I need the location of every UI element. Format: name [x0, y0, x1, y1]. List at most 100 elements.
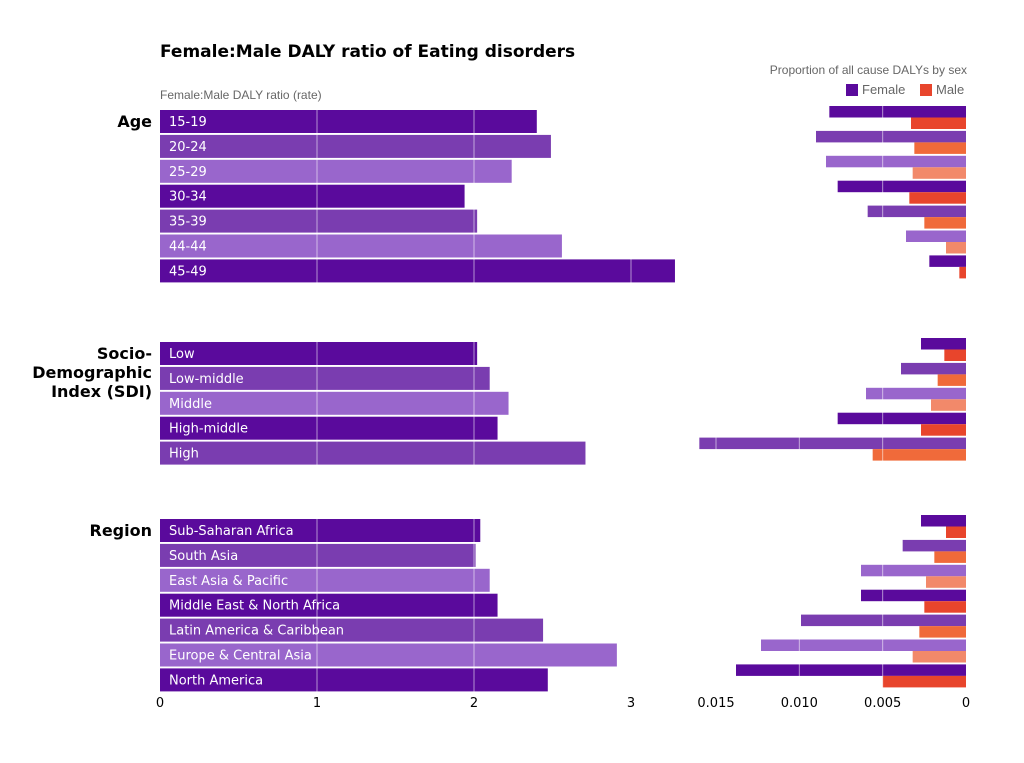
ratio-bar [160, 391, 509, 415]
female-proportion-bar [901, 362, 966, 375]
right-tick-label: 0.005 [864, 696, 901, 711]
female-proportion-bar [902, 539, 966, 552]
group-label-line: Index (SDI) [51, 382, 152, 401]
male-proportion-bar [937, 374, 966, 386]
female-proportion-bar [837, 412, 966, 425]
male-proportion-bar [919, 626, 966, 638]
male-proportion-bar [882, 675, 966, 688]
bar-category-label: Latin America & Caribbean [169, 624, 344, 639]
ratio-bar [160, 209, 478, 233]
ratio-bar [160, 668, 548, 692]
female-proportion-bar [829, 106, 966, 118]
ratio-bar [160, 184, 465, 208]
right-tick-label: 0.010 [781, 696, 818, 711]
left-tick-label: 2 [470, 696, 478, 711]
ratio-bar [160, 643, 617, 667]
bar-category-label: 25-29 [169, 165, 207, 180]
male-proportion-bar [934, 551, 966, 563]
group-label: Region [90, 521, 153, 540]
female-proportion-bar [736, 664, 966, 676]
male-proportion-bar [921, 424, 966, 436]
male-proportion-bar [944, 349, 966, 361]
female-proportion-bar [866, 387, 966, 400]
left-tick-label: 0 [156, 696, 164, 711]
group-label-line: Socio- [97, 344, 152, 363]
female-proportion-bar [699, 437, 966, 450]
bar-category-label: 44-44 [169, 240, 207, 255]
female-proportion-bar [761, 639, 966, 651]
male-proportion-bar [914, 142, 966, 154]
female-proportion-bar [906, 230, 966, 242]
male-proportion-bar [911, 117, 966, 129]
ratio-bar [160, 159, 512, 183]
male-proportion-bar [912, 167, 966, 179]
left-tick-label: 3 [627, 696, 635, 711]
female-proportion-bar [861, 589, 966, 602]
male-proportion-bar [912, 651, 966, 663]
male-proportion-bar [924, 601, 966, 613]
bar-category-label: Sub-Saharan Africa [169, 524, 294, 539]
female-proportion-bar [861, 564, 966, 577]
ratio-bar [160, 234, 562, 258]
left-axis-label: Female:Male DALY ratio (rate) [160, 88, 322, 102]
right-tick-label: 0.015 [697, 696, 734, 711]
group-label: Age [117, 112, 152, 131]
ratio-bar [160, 259, 675, 283]
ratio-bars: 15-19 20-24 25-29 30-34 35-39 44-44 45-49 Low Lo… [160, 110, 675, 692]
bar-category-label: Middle [169, 397, 212, 412]
ratio-bar [160, 593, 498, 617]
female-proportion-bar [921, 338, 966, 350]
legend: Female Male [846, 82, 964, 97]
ratio-bar [160, 441, 586, 465]
ratio-bar [160, 568, 490, 592]
bar-category-label: Europe & Central Asia [169, 649, 312, 664]
bar-category-label: Low [169, 347, 195, 362]
female-proportion-bar [921, 515, 966, 527]
male-proportion-bar [872, 449, 966, 461]
bar-category-label: Middle East & North Africa [169, 599, 340, 614]
right-tick-label: 0 [962, 696, 970, 711]
gridlines [316, 105, 884, 692]
bar-category-label: South Asia [169, 549, 238, 564]
female-proportion-bar [826, 155, 966, 168]
female-proportion-bar [816, 130, 966, 143]
ratio-bar [160, 110, 537, 133]
right-axis-label: Proportion of all cause DALYs by sex [770, 63, 967, 77]
bar-category-label: Low-middle [169, 372, 244, 387]
male-proportion-bar [946, 242, 966, 254]
axis-ticks: 0 1 2 3 0.015 0.010 0.005 0 [156, 696, 970, 711]
legend-swatch-female [846, 84, 858, 96]
bar-category-label: High-middle [169, 422, 248, 437]
legend-swatch-male [920, 84, 932, 96]
ratio-bar [160, 519, 481, 542]
proportion-bars [699, 106, 966, 688]
bar-category-label: 20-24 [169, 140, 207, 155]
male-proportion-bar [909, 192, 966, 204]
bar-category-label: North America [169, 673, 263, 688]
bar-category-label: East Asia & Pacific [169, 574, 288, 589]
legend-label-female: Female [862, 82, 905, 97]
bar-category-label: High [169, 447, 199, 462]
ratio-bar [160, 416, 498, 440]
male-proportion-bar [931, 399, 966, 411]
ratio-bar [160, 342, 478, 365]
chart-title: Female:Male DALY ratio of Eating disorde… [160, 42, 575, 62]
left-tick-label: 1 [313, 696, 321, 711]
ratio-bar [160, 134, 551, 158]
legend-label-male: Male [936, 82, 964, 97]
female-proportion-bar [837, 180, 966, 193]
group-label-line: Demographic [32, 363, 152, 382]
male-proportion-bar [959, 266, 966, 279]
ratio-bar [160, 618, 544, 642]
bar-category-label: 15-19 [169, 115, 207, 130]
bar-category-label: 35-39 [169, 215, 207, 230]
female-proportion-bar [867, 205, 966, 218]
female-proportion-bar [801, 614, 966, 627]
male-proportion-bar [926, 576, 966, 588]
female-proportion-bar [929, 255, 966, 267]
male-proportion-bar [946, 526, 966, 538]
ratio-bar [160, 366, 490, 390]
male-proportion-bar [924, 217, 966, 229]
